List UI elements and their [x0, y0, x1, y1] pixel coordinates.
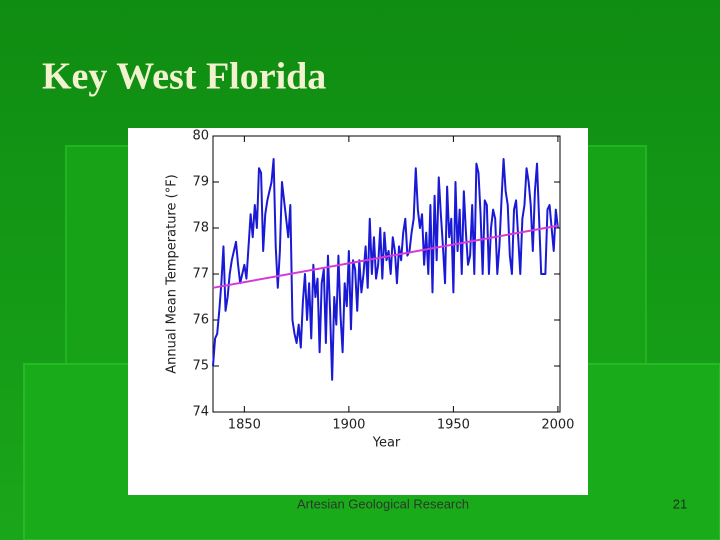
footer: Artesian Geological Research	[297, 496, 469, 511]
y-tick-label: 75	[192, 359, 209, 374]
y-tick-label: 80	[192, 129, 209, 144]
y-tick-label: 74	[192, 405, 209, 420]
y-tick-label: 78	[192, 221, 209, 236]
x-tick-label: 1900	[332, 418, 365, 433]
page-number: 21	[673, 496, 687, 511]
chart: 74 75 76 77 78 79 80 1850 1900 1950 2000 Year Annual…	[165, 129, 575, 451]
y-axis-label: Annual Mean Temperature (°F)	[165, 174, 180, 373]
data-line	[212, 158, 559, 381]
x-tick-label: 1950	[437, 418, 470, 433]
y-tick-label: 79	[192, 175, 209, 190]
x-tick-label: 1850	[228, 418, 261, 433]
slide-title: Key West Florida	[42, 56, 326, 98]
x-tick-label: 2000	[541, 418, 574, 433]
y-tick-label: 77	[192, 267, 209, 282]
data-line	[212, 224, 559, 289]
chart-image	[128, 128, 588, 495]
y-tick-label: 76	[192, 313, 209, 328]
x-axis-label: Year	[372, 436, 401, 451]
